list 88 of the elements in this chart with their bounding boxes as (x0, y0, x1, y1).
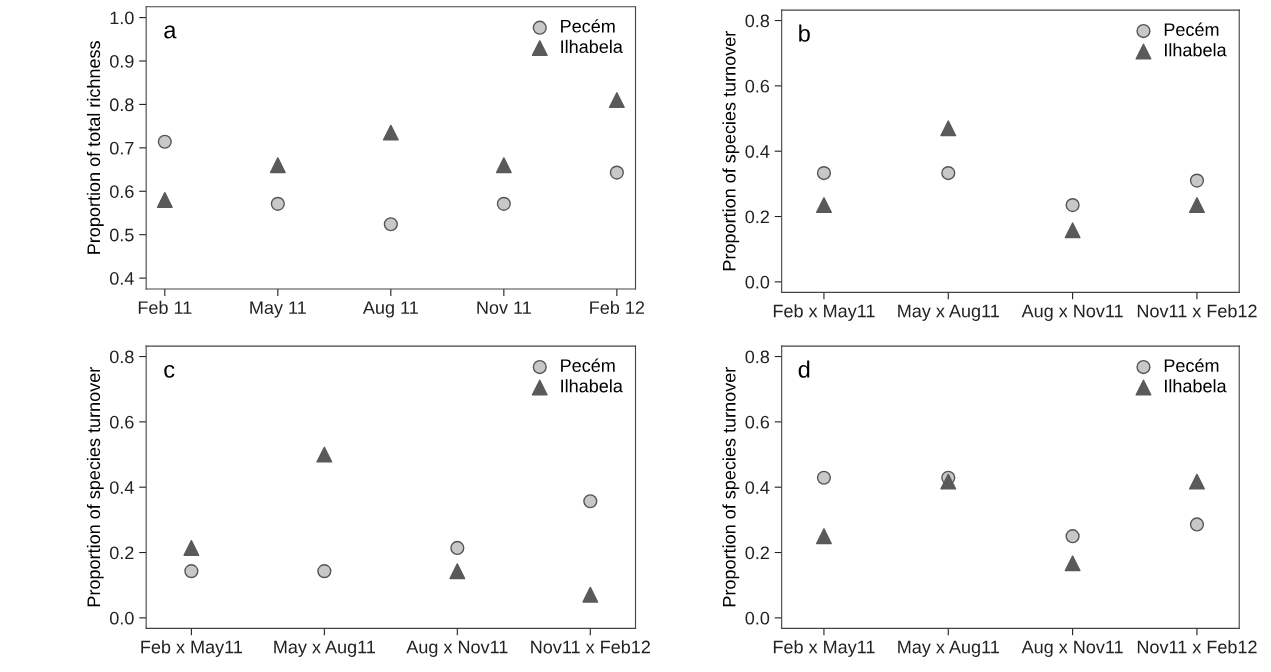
y-tick-label: 0.2 (745, 210, 769, 224)
x-tick-label: Aug x Nov11 (1021, 304, 1123, 321)
x-tick-label: Feb 12 (590, 300, 645, 315)
x-tick-label: May x Aug11 (274, 640, 375, 657)
annotation: a (164, 25, 177, 39)
x-tick-label: May x Aug11 (898, 304, 999, 321)
point (815, 197, 832, 214)
point (940, 120, 957, 137)
point (582, 586, 599, 603)
x-tick-label: Nov11 x Feb12 (531, 640, 650, 654)
y-tick-label: 0.9 (109, 54, 134, 68)
point (1065, 529, 1080, 544)
point (270, 196, 285, 211)
legend-label: Pecém (1164, 22, 1219, 36)
point (608, 92, 625, 109)
point (382, 124, 399, 141)
point (383, 217, 398, 232)
point (1064, 555, 1081, 572)
y-axis-title: Proportion of species turnover (722, 31, 740, 271)
point (940, 473, 957, 490)
y-tick-label: 0.7 (109, 141, 134, 155)
y-tick-label: 0.5 (109, 228, 134, 242)
x-tick-label: Nov 11 (477, 301, 531, 315)
point (156, 191, 173, 208)
point (609, 165, 624, 180)
y-axis-title: Proportion of species turnover (86, 367, 104, 607)
legend-label: Ilhabela (1165, 379, 1227, 393)
point (941, 165, 956, 181)
x-tick-label: Aug 11 (362, 301, 418, 318)
y-axis-title: Proportion of species turnover (722, 367, 740, 607)
y-tick-label: 0.0 (745, 611, 770, 625)
point (184, 564, 199, 579)
y-tick-label: 0.4 (745, 481, 770, 494)
x-tick-label: Aug x Nov11 (1021, 640, 1123, 657)
point (1189, 517, 1205, 532)
point (495, 157, 512, 174)
x-tick-label: Nov11 x Feb12 (1137, 304, 1257, 318)
legend-label: Pecém (561, 19, 615, 33)
annotation: c (164, 364, 175, 378)
x-tick-label: Feb x May11 (773, 640, 875, 657)
x-tick-label: Nov11 x Feb12 (1137, 640, 1257, 654)
y-tick-label: 0.4 (109, 272, 134, 285)
y-tick-label: 1.0 (110, 11, 134, 25)
y-tick-label: 0.0 (109, 611, 134, 625)
y-tick-label: 0.6 (109, 415, 134, 429)
y-tick-label: 0.8 (109, 98, 134, 112)
point (157, 134, 172, 149)
y-tick-label: 0.4 (109, 481, 134, 494)
point (317, 564, 332, 579)
point (816, 470, 832, 485)
y-tick-label: 0.6 (745, 415, 770, 429)
y-tick-label: 0.8 (109, 350, 134, 364)
point (269, 157, 286, 174)
point (815, 528, 832, 545)
legend-label: Ilhabela (561, 39, 623, 54)
x-tick-label: Aug x Nov11 (406, 640, 508, 657)
y-tick-label: 0.2 (745, 546, 769, 560)
point (1189, 173, 1205, 188)
point (1064, 222, 1081, 239)
point (1188, 473, 1205, 490)
legend-label: Ilhabela (561, 379, 623, 393)
legend-label: Pecém (1164, 358, 1219, 372)
point (816, 165, 832, 181)
x-tick-label: Feb x May11 (141, 640, 243, 657)
point (183, 539, 200, 556)
annotation: d (798, 360, 810, 378)
y-tick-label: 0.2 (109, 546, 134, 560)
y-tick-label: 0.8 (745, 350, 770, 364)
point (583, 494, 598, 509)
point (316, 446, 333, 463)
y-tick-label: 0.6 (109, 185, 134, 198)
point (450, 540, 465, 556)
y-tick-label: 0.4 (745, 145, 770, 158)
y-axis-title: Proportion of total richness (86, 41, 104, 254)
annotation: b (799, 24, 810, 42)
point (449, 563, 466, 580)
y-tick-label: 0.8 (745, 14, 770, 28)
y-tick-label: 0.6 (745, 79, 770, 93)
y-tick-label: 0.0 (745, 275, 770, 289)
x-tick-label: May 11 (250, 301, 306, 318)
x-tick-label: May x Aug11 (898, 640, 999, 657)
legend-label: Ilhabela (1165, 43, 1227, 57)
x-tick-label: Feb x May11 (773, 304, 875, 321)
x-tick-label: Feb 11 (138, 300, 192, 315)
point (1065, 198, 1080, 213)
legend-label: Pecém (561, 358, 615, 372)
point (496, 196, 511, 211)
point (1188, 197, 1205, 214)
